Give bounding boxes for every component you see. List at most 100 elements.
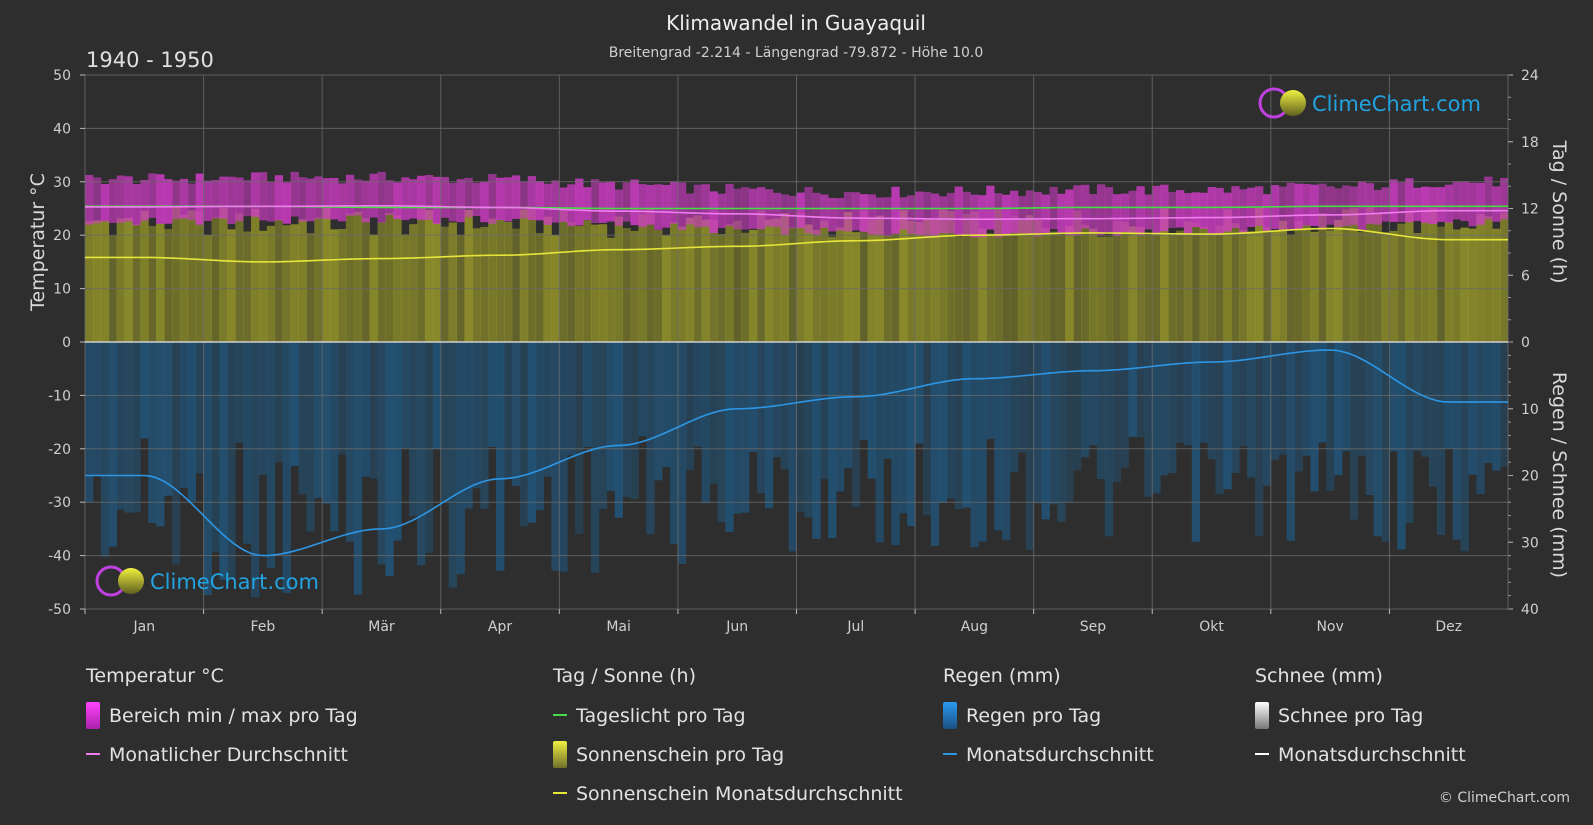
left-tick-label: -10	[48, 388, 71, 404]
temp-range-bar	[1144, 194, 1153, 230]
rain-day-bar	[393, 342, 402, 541]
x-tick-label: Okt	[1199, 619, 1224, 635]
rain-day-bar	[1318, 342, 1327, 443]
logo-sun-icon	[1280, 90, 1306, 116]
legend: Temperatur °C Bereich min / max pro Tag …	[85, 665, 1466, 805]
temp-range-bar	[1057, 193, 1066, 234]
temp-range-bar	[1199, 192, 1208, 229]
temp-range-bar	[282, 182, 291, 224]
sunshine-day-bar	[1452, 229, 1461, 342]
temp-range-bar	[369, 173, 378, 218]
rain-day-bar	[978, 342, 987, 542]
temp-range-bar	[132, 183, 141, 226]
temp-range-bar	[954, 186, 963, 235]
logo-top: ClimeChart.com	[1258, 87, 1481, 119]
rain-day-bar	[994, 342, 1003, 531]
rain-day-bar	[243, 342, 252, 544]
sunshine-day-bar	[1120, 221, 1129, 342]
rain-day-bar	[314, 342, 323, 498]
temp-range-bar	[994, 193, 1003, 238]
rain-day-bar	[258, 342, 268, 476]
temp-range-bar	[1112, 194, 1122, 237]
temp-range-bar	[1310, 184, 1319, 226]
left-axis-label: Temperatur °C	[27, 173, 49, 312]
rain-day-bar	[1239, 342, 1248, 446]
sunshine-day-bar	[559, 208, 568, 342]
sunshine-day-bar	[930, 219, 940, 342]
sunshine-day-bar	[915, 221, 924, 342]
rain-day-bar	[496, 342, 505, 571]
grid-lines	[84, 74, 1509, 610]
sunshine-day-bar	[891, 218, 900, 342]
sunshine-day-bar	[377, 222, 386, 342]
sunshine-day-bar	[749, 229, 758, 342]
rain-day-bar	[417, 342, 426, 566]
sunshine-day-bar	[1468, 228, 1477, 342]
rain-day-bar	[132, 342, 141, 513]
rain-day-bar	[583, 342, 592, 447]
legend-sunshine-swatch	[553, 741, 567, 768]
sunshine-day-bar	[1223, 209, 1232, 342]
temp-range-bar	[298, 177, 307, 222]
temp-range-bar	[345, 174, 355, 216]
temp-range-bar	[527, 176, 537, 220]
rain-day-bar	[1152, 342, 1161, 494]
rain-day-bar	[211, 342, 220, 553]
rain-day-bar	[1294, 342, 1303, 472]
sunshine-day-bar	[1310, 231, 1319, 342]
sunshine-day-bar	[978, 228, 987, 342]
right-bottom-tick-label: 10	[1521, 402, 1539, 418]
rain-day-bar	[930, 342, 940, 546]
temp-range-bar	[314, 176, 323, 219]
rain-day-bar	[1065, 342, 1074, 503]
sunshine-day-bar	[756, 210, 766, 342]
rain-day-bar	[464, 342, 473, 509]
temp-range-bar	[575, 178, 584, 226]
sunshine-day-bar	[812, 229, 821, 342]
sunshine-day-bar	[567, 221, 576, 342]
sunshine-day-bar	[1183, 221, 1193, 342]
rain-day-bar	[235, 342, 244, 443]
rain-day-bar	[1175, 342, 1185, 443]
sunshine-day-bar	[946, 211, 956, 342]
left-tick-label: 10	[53, 282, 71, 298]
sunshine-day-bar	[211, 217, 220, 342]
legend-rain-daily: Regen pro Tag	[966, 705, 1101, 727]
rain-day-bar	[488, 342, 497, 447]
logo-text-bottom: ClimeChart.com	[150, 570, 319, 594]
temp-range-bar	[219, 176, 228, 219]
rain-day-bar	[456, 342, 465, 575]
temp-range-bar	[622, 182, 631, 222]
rain-day-bar	[1136, 342, 1145, 438]
sunshine-day-bar	[772, 218, 782, 342]
temp-range-bar	[266, 181, 276, 222]
x-tick-label: Dez	[1435, 619, 1462, 635]
temp-range-bar	[1128, 190, 1137, 234]
sunshine-day-bar	[1017, 219, 1027, 342]
legend-snow-heading: Schnee (mm)	[1255, 665, 1383, 687]
rain-day-bar	[164, 342, 173, 496]
rain-day-bar	[472, 342, 481, 489]
sunshine-day-bar	[851, 232, 861, 342]
temp-range-bar	[796, 192, 805, 228]
rain-day-bar	[1405, 342, 1414, 524]
rain-day-bar	[535, 342, 544, 511]
rain-day-bar	[741, 342, 750, 513]
left-tick-label: 30	[53, 175, 71, 191]
temp-range-bar	[1444, 184, 1454, 223]
sunshine-day-bar	[575, 225, 584, 342]
rain-day-bar	[1231, 342, 1240, 474]
temp-range-bar	[148, 173, 157, 218]
temp-range-bar	[1073, 185, 1082, 236]
temp-range-bar	[385, 180, 394, 216]
temp-range-bar	[337, 183, 347, 222]
sunshine-day-bar	[519, 209, 529, 342]
sunshine-day-bar	[938, 209, 948, 342]
temp-range-bar	[353, 179, 363, 216]
temp-range-bar	[670, 181, 679, 224]
temp-range-bar	[1065, 189, 1074, 235]
temp-avg-line	[85, 205, 1508, 220]
rain-day-bar	[1041, 342, 1050, 520]
period-label: 1940 - 1950	[86, 48, 214, 72]
left-tick-label: -20	[48, 442, 71, 458]
